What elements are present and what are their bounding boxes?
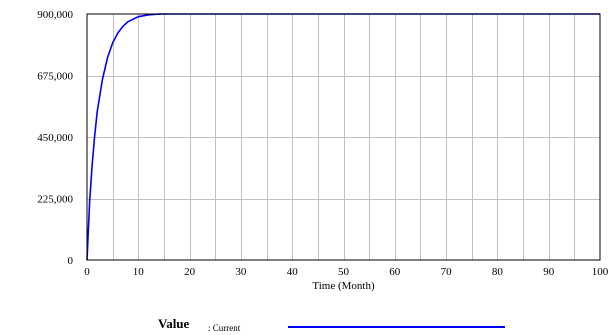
grid-layer [87, 14, 600, 260]
x-tick-label: 50 [338, 266, 350, 278]
y-tick-label: 900,000 [37, 9, 73, 21]
y-tick-label: 225,000 [37, 194, 73, 206]
x-tick-label: 20 [184, 266, 196, 278]
legend: Value : Current [158, 316, 505, 333]
x-tick-label: 80 [492, 266, 504, 278]
y-tick-label: 0 [68, 255, 74, 267]
x-tick-label: 90 [543, 266, 555, 278]
x-tick-label: 100 [592, 266, 609, 278]
x-axis-title: Time (Month) [312, 280, 375, 292]
x-tick-label: 60 [389, 266, 401, 278]
y-tick-label: 450,000 [37, 132, 73, 144]
legend-series-label: : Current [208, 323, 241, 333]
x-tick-label: 40 [287, 266, 299, 278]
x-tick-label: 10 [133, 266, 145, 278]
tick-layer: 0 10 20 30 40 50 60 70 80 90 100 0 225,000 450,000 675… [37, 9, 609, 278]
plot-frame [86, 13, 601, 261]
x-tick-label: 70 [441, 266, 453, 278]
x-tick-label: 30 [235, 266, 247, 278]
legend-title: Value [158, 316, 190, 331]
x-tick-label: 0 [84, 266, 90, 278]
y-tick-label: 675,000 [37, 71, 73, 83]
